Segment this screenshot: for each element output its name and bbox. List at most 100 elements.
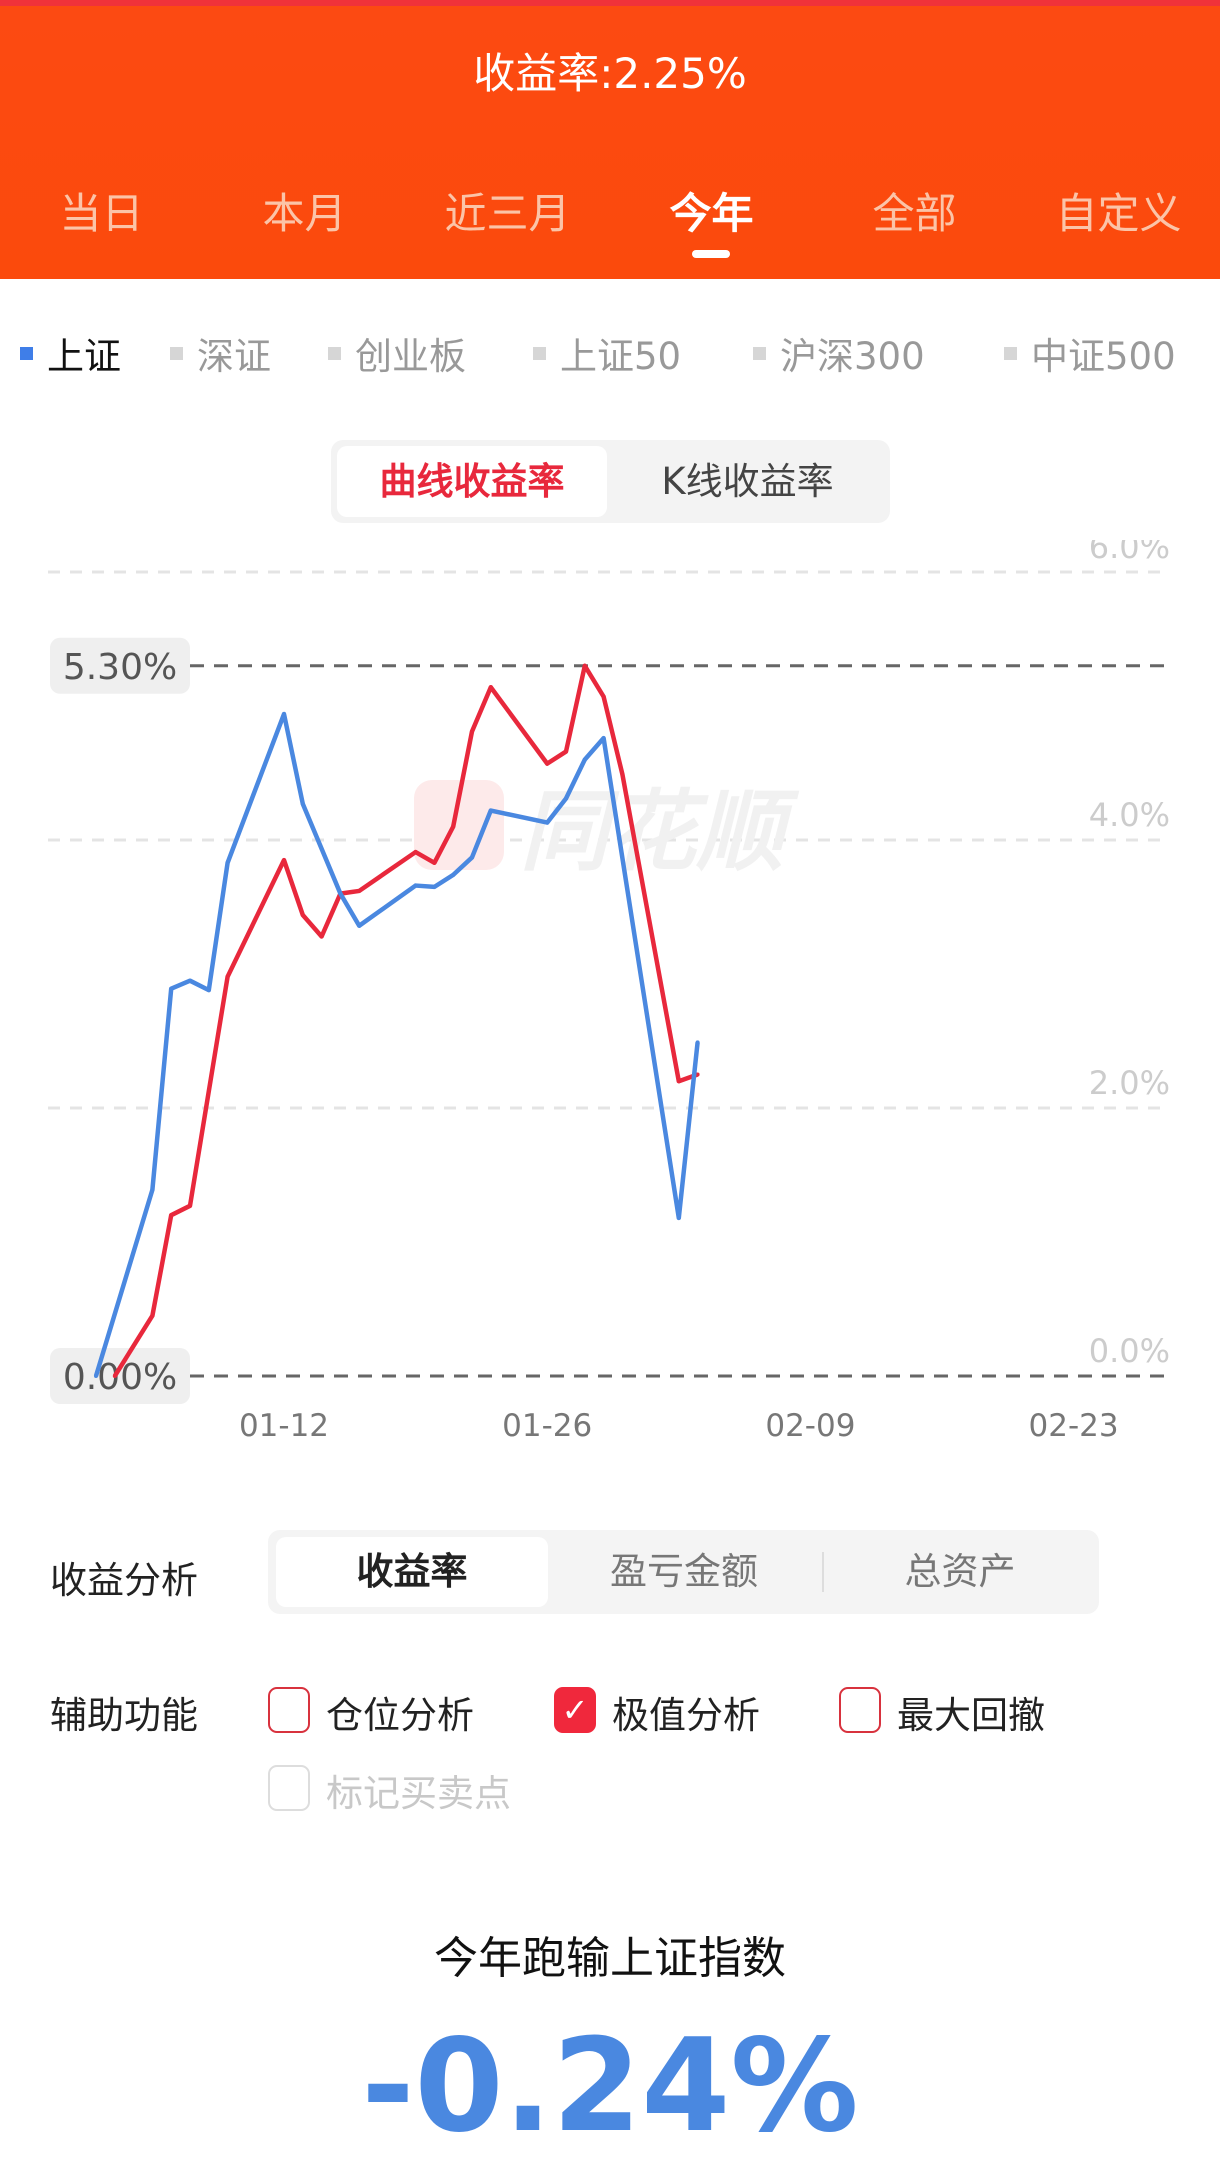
index-label: 中证500	[1031, 335, 1176, 378]
series-line-0	[112, 663, 699, 1378]
analysis-segment: 收益率 盈亏金额 总资产	[268, 1530, 1099, 1614]
legend-square-icon	[170, 346, 183, 360]
data-point	[620, 772, 625, 777]
legend-square-icon	[533, 346, 546, 360]
data-point	[695, 1040, 700, 1045]
data-point	[300, 913, 305, 918]
data-point	[169, 1213, 174, 1218]
data-point	[206, 988, 211, 993]
index-option-3[interactable]: 上证50	[533, 326, 681, 380]
data-point	[582, 663, 587, 668]
index-option-4[interactable]: 沪深300	[753, 326, 925, 380]
data-point	[357, 888, 362, 893]
index-label: 创业板	[355, 335, 466, 378]
watermark-logo-icon	[414, 780, 504, 870]
x-tick-label: 01-26	[502, 1408, 592, 1440]
checkbox-label-3[interactable]: 标记买卖点	[326, 1772, 511, 1815]
data-point	[695, 1072, 700, 1077]
kline-return-option[interactable]: K线收益率	[661, 460, 834, 503]
tab-0[interactable]: 当日	[59, 189, 144, 238]
data-point	[188, 978, 192, 983]
aux-label: 辅助功能	[50, 1694, 198, 1737]
extreme-label-box	[50, 637, 190, 694]
data-point	[150, 1187, 155, 1192]
segment-return-rate[interactable]: 收益率	[276, 1537, 548, 1607]
data-point	[564, 796, 568, 801]
check-icon: ✓	[561, 1691, 589, 1729]
y-tick-label: 4.0%	[1089, 796, 1170, 834]
data-point	[94, 1374, 98, 1378]
header: 收益率:2.25%	[0, 0, 1220, 279]
y-tick-label: 6.0%	[1089, 540, 1170, 566]
data-point	[338, 891, 343, 896]
active-tab-indicator	[692, 250, 730, 258]
data-point	[488, 808, 493, 813]
data-point	[545, 761, 550, 766]
checkbox-2[interactable]	[839, 1687, 881, 1733]
legend-square-icon	[328, 346, 341, 360]
curve-return-option[interactable]: 曲线收益率	[337, 446, 607, 517]
index-label: 沪深300	[780, 335, 925, 378]
data-point	[601, 694, 606, 699]
legend-square-icon	[753, 346, 766, 360]
segment-divider	[822, 1552, 824, 1592]
data-point	[225, 860, 230, 865]
y-tick-label: 2.0%	[1089, 1064, 1170, 1102]
index-option-5[interactable]: 中证500	[1004, 326, 1176, 380]
data-point	[676, 1079, 681, 1084]
data-point	[582, 757, 587, 762]
checkbox-1[interactable]: ✓	[554, 1687, 596, 1733]
return-rate-title: 收益率:2.25%	[473, 49, 747, 98]
data-point	[432, 884, 437, 889]
index-option-2[interactable]: 创业板	[328, 326, 466, 380]
index-label: 上证50	[560, 335, 682, 378]
data-point	[150, 1313, 155, 1318]
extreme-label-box	[50, 1348, 190, 1404]
checkbox-label-1[interactable]: 极值分析	[612, 1694, 760, 1737]
data-point	[676, 1215, 681, 1220]
tab-3[interactable]: 今年	[669, 189, 754, 238]
checkbox-0[interactable]	[268, 1687, 310, 1733]
extreme-label: 0.00%	[63, 1357, 177, 1398]
x-tick-label: 02-23	[1029, 1408, 1119, 1440]
data-point	[319, 934, 324, 939]
data-point	[282, 712, 286, 717]
tab-5[interactable]: 自定义	[1055, 189, 1182, 238]
segment-total-assets[interactable]: 总资产	[904, 1550, 1016, 1593]
data-point	[601, 736, 606, 741]
data-point	[470, 855, 474, 860]
data-point	[413, 883, 418, 888]
tab-1[interactable]: 本月	[262, 189, 347, 238]
comparison-text: 今年跑输上证指数	[434, 1933, 786, 1984]
index-label: 上证	[47, 335, 121, 378]
data-point	[432, 860, 437, 865]
extreme-label: 5.30%	[63, 647, 177, 688]
data-point	[564, 749, 568, 754]
tab-2[interactable]: 近三月	[444, 189, 571, 238]
x-tick-label: 01-12	[239, 1408, 329, 1440]
legend-square-icon	[1004, 346, 1017, 360]
y-tick-label: 0.0%	[1089, 1332, 1170, 1370]
index-option-0[interactable]: 上证	[20, 326, 121, 380]
data-point	[169, 986, 174, 991]
data-point	[413, 850, 418, 855]
data-point	[451, 872, 456, 877]
checkbox-label-2[interactable]: 最大回撤	[897, 1694, 1045, 1737]
analysis-label: 收益分析	[50, 1559, 198, 1602]
data-point	[451, 824, 456, 829]
checkbox-label-0[interactable]: 仓位分析	[326, 1694, 474, 1737]
comparison-value: -0.24%	[361, 2012, 859, 2161]
data-point	[300, 801, 305, 806]
legend-square-icon	[20, 346, 33, 360]
data-point	[282, 858, 286, 863]
data-point	[470, 729, 474, 734]
segment-pnl-amount[interactable]: 盈亏金额	[610, 1550, 758, 1593]
checkbox-3[interactable]	[268, 1765, 310, 1811]
return-chart[interactable]: 0.0% 2.0% 4.0% 6.0% 01-12 01-26 02-09 02-23 同花顺 5…	[0, 540, 1220, 1440]
chart-mode-toggle: 曲线收益率 K线收益率	[331, 440, 890, 523]
index-option-1[interactable]: 深证	[170, 326, 271, 380]
data-point	[357, 923, 362, 928]
tab-4[interactable]: 全部	[872, 189, 957, 238]
index-label: 深证	[197, 335, 271, 378]
data-point	[225, 974, 230, 979]
